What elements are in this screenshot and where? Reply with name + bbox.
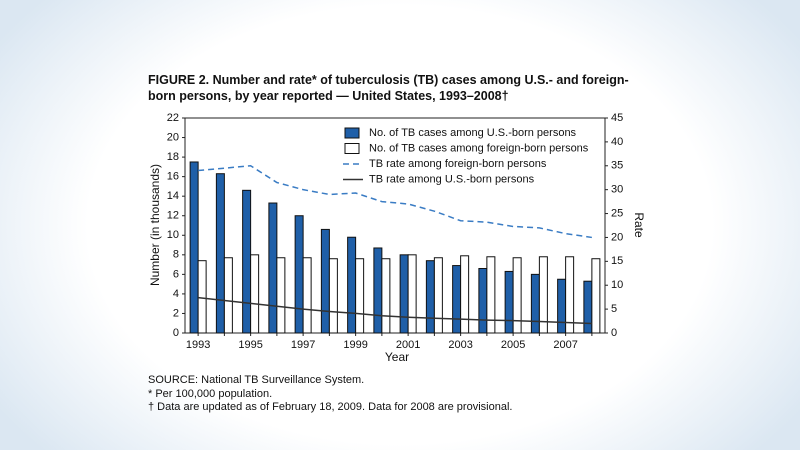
bar [591, 258, 601, 334]
legend-label: No. of TB cases among foreign-born perso… [369, 142, 589, 154]
source-note: SOURCE: National TB Surveillance System. [148, 374, 365, 386]
x-tick-label: 2007 [553, 339, 577, 351]
rate-line [198, 165, 592, 239]
bar [373, 247, 383, 334]
y2-tick-label: 20 [611, 231, 623, 243]
bar [276, 257, 286, 334]
bar [478, 268, 488, 334]
y-tick-label: 10 [167, 229, 179, 241]
x-tick-label: 1995 [238, 339, 262, 351]
bar [399, 254, 409, 334]
bar [433, 257, 443, 334]
bar [328, 258, 338, 334]
bar [557, 278, 567, 334]
x-tick-label: 1997 [291, 339, 315, 351]
footnote: † Data are updated as of February 18, 20… [148, 401, 513, 413]
bar [486, 256, 496, 334]
x-axis-label: Year [385, 350, 409, 364]
y-tick-label: 12 [167, 210, 179, 222]
x-tick-label: 1999 [343, 339, 367, 351]
y2-tick-label: 45 [611, 112, 623, 124]
legend-label: TB rate among foreign-born persons [369, 158, 547, 170]
y-tick-label: 0 [173, 327, 179, 339]
bar [538, 256, 548, 334]
bar [197, 260, 207, 334]
rate-line [198, 296, 592, 325]
y-tick-label: 6 [173, 268, 179, 280]
plot-frame [184, 117, 606, 334]
bar [189, 161, 199, 334]
legend-swatch [344, 127, 360, 139]
y-axis-label: Number (in thousands) [148, 164, 162, 286]
x-tick-label: 2001 [396, 339, 420, 351]
y-tick-label: 14 [167, 190, 179, 202]
bar [381, 258, 391, 334]
footnote: * Per 100,000 population. [148, 388, 273, 400]
y2-tick-label: 35 [611, 160, 623, 172]
legend-swatch [344, 143, 360, 154]
bar [355, 258, 365, 334]
x-tick-label: 2005 [501, 339, 525, 351]
bar [347, 236, 357, 334]
x-tick-label: 2003 [448, 339, 472, 351]
chart-title: FIGURE 2. Number and rate* of tuberculos… [148, 73, 629, 103]
bar [460, 255, 470, 334]
y2-tick-label: 5 [611, 303, 617, 315]
y2-tick-label: 25 [611, 207, 623, 219]
y2-tick-label: 30 [611, 184, 623, 196]
y2-tick-label: 15 [611, 255, 623, 267]
legend-label: No. of TB cases among U.S.-born persons [369, 127, 577, 139]
y2-tick-label: 40 [611, 136, 623, 148]
bar [407, 254, 417, 334]
bar [215, 173, 225, 334]
bar [565, 256, 575, 334]
y-tick-label: 18 [167, 151, 179, 163]
bar [294, 215, 304, 334]
y2-axis-label: Rate [632, 212, 646, 238]
bar [268, 202, 278, 334]
y2-tick-label: 0 [611, 327, 617, 339]
bar [223, 257, 233, 334]
bar [504, 270, 514, 334]
bar [512, 257, 522, 334]
y2-tick-label: 10 [611, 279, 623, 291]
bar [320, 228, 330, 334]
y-tick-label: 2 [173, 307, 179, 319]
bar [583, 280, 593, 334]
bar [302, 257, 312, 334]
bar [250, 254, 260, 334]
bar [242, 189, 252, 334]
y-tick-label: 8 [173, 249, 179, 261]
bar [530, 273, 540, 334]
x-tick-label: 1993 [186, 339, 210, 351]
y-tick-label: 4 [173, 288, 179, 300]
bar [425, 260, 435, 334]
y-tick-label: 22 [167, 112, 179, 124]
bar [452, 265, 462, 334]
y-tick-label: 20 [167, 131, 179, 143]
y-tick-label: 16 [167, 171, 179, 183]
legend-label: TB rate among U.S.-born persons [369, 173, 535, 185]
